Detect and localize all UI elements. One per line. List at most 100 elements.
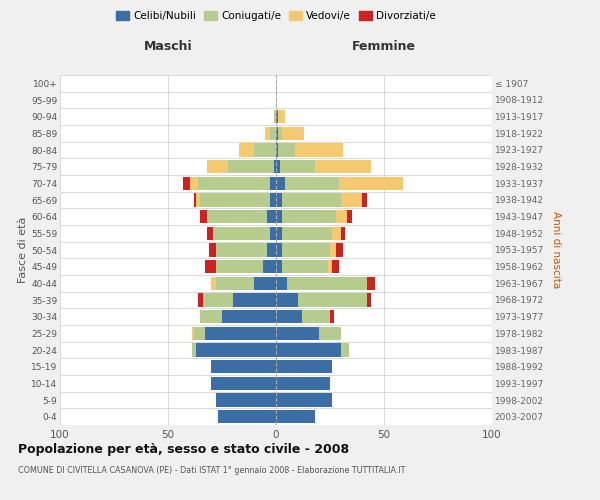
Text: Popolazione per età, sesso e stato civile - 2008: Popolazione per età, sesso e stato civil… <box>18 442 349 456</box>
Bar <box>222 310 276 324</box>
Bar <box>276 394 332 406</box>
Bar <box>330 244 337 256</box>
Bar <box>269 194 276 206</box>
Bar <box>269 126 276 140</box>
Bar <box>367 276 376 290</box>
Bar <box>298 294 367 306</box>
Bar <box>283 260 328 274</box>
Bar <box>192 344 196 356</box>
Bar <box>347 210 352 224</box>
Bar <box>207 160 229 173</box>
Bar <box>276 326 319 340</box>
Bar <box>205 326 276 340</box>
Bar <box>269 176 276 190</box>
Text: Femmine: Femmine <box>352 40 416 52</box>
Bar <box>233 294 276 306</box>
Bar <box>198 176 269 190</box>
Bar <box>268 210 276 224</box>
Bar <box>276 194 283 206</box>
Bar <box>209 244 215 256</box>
Bar <box>276 344 341 356</box>
Bar <box>276 126 278 140</box>
Bar <box>276 176 284 190</box>
Bar <box>211 360 276 374</box>
Bar <box>200 210 207 224</box>
Bar <box>332 226 341 240</box>
Bar <box>341 226 345 240</box>
Text: COMUNE DI CIVITELLA CASANOVA (PE) - Dati ISTAT 1° gennaio 2008 - Elaborazione TU: COMUNE DI CIVITELLA CASANOVA (PE) - Dati… <box>18 466 406 475</box>
Bar <box>276 210 283 224</box>
Bar <box>276 144 278 156</box>
Bar <box>283 126 304 140</box>
Bar <box>287 276 367 290</box>
Bar <box>215 394 276 406</box>
Bar <box>295 144 343 156</box>
Bar <box>183 176 190 190</box>
Bar <box>302 310 330 324</box>
Bar <box>276 276 287 290</box>
Bar <box>194 194 196 206</box>
Bar <box>200 194 269 206</box>
Bar <box>330 310 334 324</box>
Bar <box>274 110 276 124</box>
Bar <box>263 260 276 274</box>
Bar <box>211 376 276 390</box>
Bar <box>276 360 332 374</box>
Bar <box>196 344 276 356</box>
Bar <box>337 244 343 256</box>
Bar <box>254 276 276 290</box>
Bar <box>196 194 200 206</box>
Bar <box>276 260 283 274</box>
Bar <box>319 326 341 340</box>
Bar <box>192 326 194 340</box>
Bar <box>283 210 337 224</box>
Bar <box>203 294 233 306</box>
Bar <box>194 326 205 340</box>
Bar <box>276 376 330 390</box>
Bar <box>276 244 283 256</box>
Bar <box>215 260 263 274</box>
Bar <box>211 276 215 290</box>
Bar <box>229 160 274 173</box>
Bar <box>207 210 268 224</box>
Bar <box>367 294 371 306</box>
Bar <box>198 294 203 306</box>
Bar <box>278 110 284 124</box>
Bar <box>205 260 215 274</box>
Bar <box>283 194 341 206</box>
Bar <box>315 160 371 173</box>
Bar <box>328 260 332 274</box>
Text: Maschi: Maschi <box>143 40 193 52</box>
Bar <box>341 194 362 206</box>
Y-axis label: Anni di nascita: Anni di nascita <box>551 212 560 288</box>
Bar <box>265 126 269 140</box>
Bar <box>362 194 367 206</box>
Bar <box>278 144 295 156</box>
Bar <box>338 176 403 190</box>
Bar <box>268 244 276 256</box>
Bar <box>276 410 315 424</box>
Bar <box>332 260 338 274</box>
Bar <box>278 126 283 140</box>
Bar <box>239 144 254 156</box>
Bar <box>276 294 298 306</box>
Bar <box>284 176 338 190</box>
Bar <box>200 310 222 324</box>
Bar <box>276 226 283 240</box>
Bar <box>337 210 347 224</box>
Bar <box>215 276 254 290</box>
Legend: Celibi/Nubili, Coniugati/e, Vedovi/e, Divorziati/e: Celibi/Nubili, Coniugati/e, Vedovi/e, Di… <box>113 8 439 24</box>
Bar <box>214 226 269 240</box>
Bar <box>218 410 276 424</box>
Bar <box>276 310 302 324</box>
Bar <box>283 244 330 256</box>
Bar <box>215 244 268 256</box>
Bar <box>254 144 276 156</box>
Bar <box>269 226 276 240</box>
Bar <box>274 160 276 173</box>
Bar <box>276 160 280 173</box>
Y-axis label: Fasce di età: Fasce di età <box>18 217 28 283</box>
Bar <box>207 226 214 240</box>
Bar <box>341 344 349 356</box>
Bar <box>283 226 332 240</box>
